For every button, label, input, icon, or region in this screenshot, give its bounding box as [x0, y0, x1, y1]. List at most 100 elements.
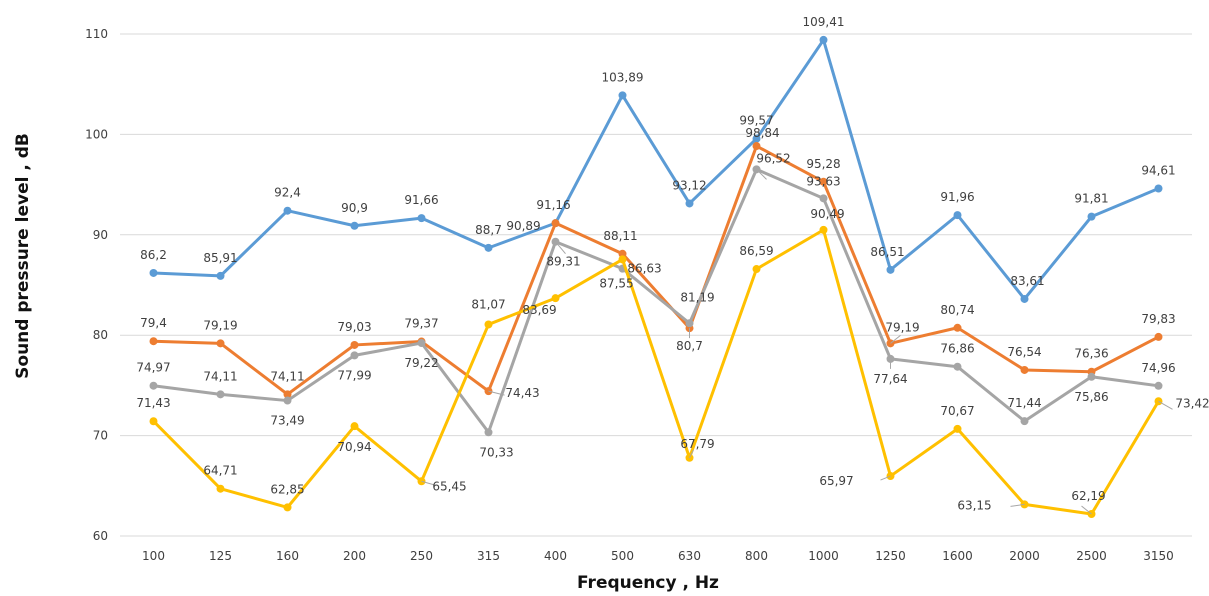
data-label: 79,03	[337, 320, 371, 334]
data-point	[217, 485, 225, 493]
x-tick-label: 630	[678, 549, 701, 563]
data-label: 85,91	[203, 251, 237, 265]
x-tick-label: 500	[611, 549, 634, 563]
data-point	[351, 222, 359, 230]
y-axis-title: Sound pressure level , dB	[13, 133, 33, 379]
data-point	[217, 339, 225, 347]
data-point	[485, 244, 493, 252]
data-point	[954, 363, 962, 371]
x-tick-label: 125	[209, 549, 232, 563]
data-point	[820, 226, 828, 234]
data-point	[552, 294, 560, 302]
data-point	[217, 272, 225, 280]
y-tick-label: 60	[93, 529, 108, 543]
x-axis-title: Frequency , Hz	[577, 573, 719, 593]
data-label: 79,37	[404, 317, 438, 331]
data-label: 77,64	[873, 372, 907, 386]
data-point	[150, 417, 158, 425]
data-label: 90,89	[506, 219, 540, 233]
data-label: 91,16	[536, 198, 570, 212]
x-tick-label: 800	[745, 549, 768, 563]
data-point	[217, 390, 225, 398]
x-tick-label: 2500	[1076, 549, 1107, 563]
data-label: 76,36	[1074, 347, 1108, 361]
data-point	[820, 194, 828, 202]
data-point	[1155, 185, 1163, 193]
data-label: 91,66	[404, 193, 438, 207]
data-point	[150, 269, 158, 277]
data-label: 74,11	[203, 369, 237, 383]
data-point	[284, 503, 292, 511]
data-label: 74,97	[136, 361, 170, 375]
data-label: 80,7	[676, 339, 703, 353]
x-tick-label: 1250	[875, 549, 906, 563]
data-label: 103,89	[602, 70, 644, 84]
data-point	[351, 422, 359, 430]
y-tick-label: 110	[85, 27, 108, 41]
data-point	[150, 337, 158, 345]
data-point	[1155, 382, 1163, 390]
data-label: 67,79	[680, 437, 714, 451]
data-point	[1021, 366, 1029, 374]
data-label: 83,69	[522, 303, 556, 317]
x-tick-label: 2000	[1009, 549, 1040, 563]
data-point	[485, 320, 493, 328]
data-label: 70,33	[479, 445, 513, 459]
data-label: 88,11	[603, 229, 637, 243]
leader-line	[1159, 401, 1173, 409]
data-point	[150, 382, 158, 390]
data-label: 93,63	[806, 174, 840, 188]
y-axis-ticks: 60 70 80 90 100 110	[85, 27, 108, 543]
x-tick-label: 1000	[808, 549, 839, 563]
x-tick-label: 315	[477, 549, 500, 563]
data-label: 109,41	[803, 15, 845, 29]
data-label: 88,7	[475, 223, 502, 237]
data-label: 76,86	[940, 342, 974, 356]
x-tick-label: 160	[276, 549, 299, 563]
data-label: 81,07	[471, 297, 505, 311]
data-label: 75,86	[1074, 390, 1108, 404]
data-point	[1088, 213, 1096, 221]
data-point	[284, 207, 292, 215]
series-line-3	[154, 169, 1159, 432]
data-point	[686, 199, 694, 207]
data-label: 73,42	[1175, 396, 1209, 410]
data-label: 86,63	[627, 262, 661, 276]
data-label: 86,2	[140, 248, 167, 262]
x-tick-label: 100	[142, 549, 165, 563]
data-label: 62,19	[1071, 489, 1105, 503]
data-label: 86,59	[739, 244, 773, 258]
x-tick-label: 250	[410, 549, 433, 563]
data-point	[1021, 417, 1029, 425]
data-label: 65,45	[432, 479, 466, 493]
x-axis-ticks: 100 125 160 200 250 315 400 500 630 800 1000 1250 16…	[142, 549, 1174, 563]
data-label: 90,49	[810, 207, 844, 221]
data-point	[753, 265, 761, 273]
data-label: 91,96	[940, 190, 974, 204]
series-line-1	[154, 40, 1159, 299]
data-label: 91,81	[1074, 192, 1108, 206]
data-label: 79,83	[1141, 312, 1175, 326]
data-label: 64,71	[203, 464, 237, 478]
data-label: 87,55	[599, 276, 633, 290]
data-point	[820, 36, 828, 44]
data-label: 71,44	[1007, 396, 1041, 410]
data-label: 95,28	[806, 157, 840, 171]
data-point	[418, 214, 426, 222]
x-tick-label: 3150	[1143, 549, 1174, 563]
data-point	[954, 425, 962, 433]
x-tick-label: 1600	[942, 549, 973, 563]
data-point	[552, 219, 560, 227]
data-label: 76,54	[1007, 345, 1041, 359]
data-point	[954, 211, 962, 219]
data-point	[753, 142, 761, 150]
data-label: 96,52	[756, 151, 790, 165]
data-label: 71,43	[136, 396, 170, 410]
data-label: 79,19	[203, 318, 237, 332]
data-point	[351, 341, 359, 349]
data-label: 70,67	[940, 404, 974, 418]
data-point	[351, 351, 359, 359]
x-tick-label: 400	[544, 549, 567, 563]
data-label: 62,85	[270, 482, 304, 496]
data-label: 74,11	[270, 369, 304, 383]
